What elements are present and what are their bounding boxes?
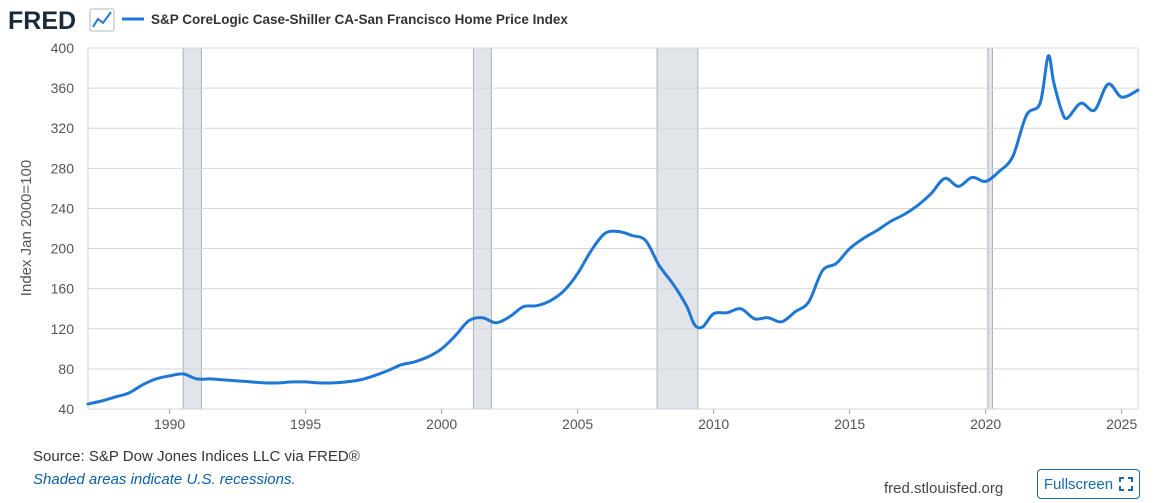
recession-band	[182, 47, 202, 410]
y-axis: 40 80 120 160 200 240 280 320 360 400	[51, 40, 75, 417]
x-tick-label: 2005	[562, 416, 593, 432]
y-tick-label: 400	[51, 40, 75, 56]
y-tick-label: 280	[51, 160, 75, 176]
grid	[88, 47, 1138, 410]
y-tick-label: 40	[58, 401, 74, 417]
y-tick-label: 320	[51, 120, 75, 136]
y-tick-label: 240	[51, 200, 75, 216]
chart-icon	[89, 8, 115, 32]
source-text: Source: S&P Dow Jones Indices LLC via FR…	[33, 448, 360, 465]
series-line[interactable]	[86, 54, 1140, 406]
fullscreen-label: Fullscreen	[1043, 475, 1114, 493]
recession-note: Shaded areas indicate U.S. recessions.	[33, 471, 296, 488]
recession-band	[656, 47, 699, 410]
x-tick-label: 1990	[154, 416, 185, 432]
y-axis-label: Index Jan 2000=100	[18, 160, 35, 296]
y-tick-label: 80	[58, 361, 74, 377]
x-tick-label: 2020	[970, 416, 1001, 432]
site-link[interactable]: fred.stlouisfed.org	[884, 480, 1004, 497]
y-tick-label: 200	[51, 241, 75, 257]
x-tick-label: 2010	[698, 416, 729, 432]
x-tick-label: 2015	[834, 416, 865, 432]
fullscreen-button[interactable]: Fullscreen	[1037, 469, 1140, 499]
y-tick-label: 120	[51, 321, 75, 337]
x-tick-label: 2000	[426, 416, 457, 432]
x-tick-label: 1995	[290, 416, 321, 432]
fullscreen-icon	[1119, 477, 1134, 491]
y-tick-label: 160	[51, 281, 75, 297]
series-title: S&P CoreLogic Case-Shiller CA-San Franci…	[151, 12, 568, 27]
recession-band	[472, 47, 492, 410]
fred-logo[interactable]: FRED	[8, 7, 76, 35]
recession-band	[987, 47, 993, 410]
y-tick-label: 360	[51, 80, 75, 96]
x-tick-label: 2025	[1106, 416, 1137, 432]
x-axis: 1990 1995 2000 2005 2010 2015 2020 2025	[154, 409, 1137, 432]
plot-area	[87, 47, 1139, 410]
